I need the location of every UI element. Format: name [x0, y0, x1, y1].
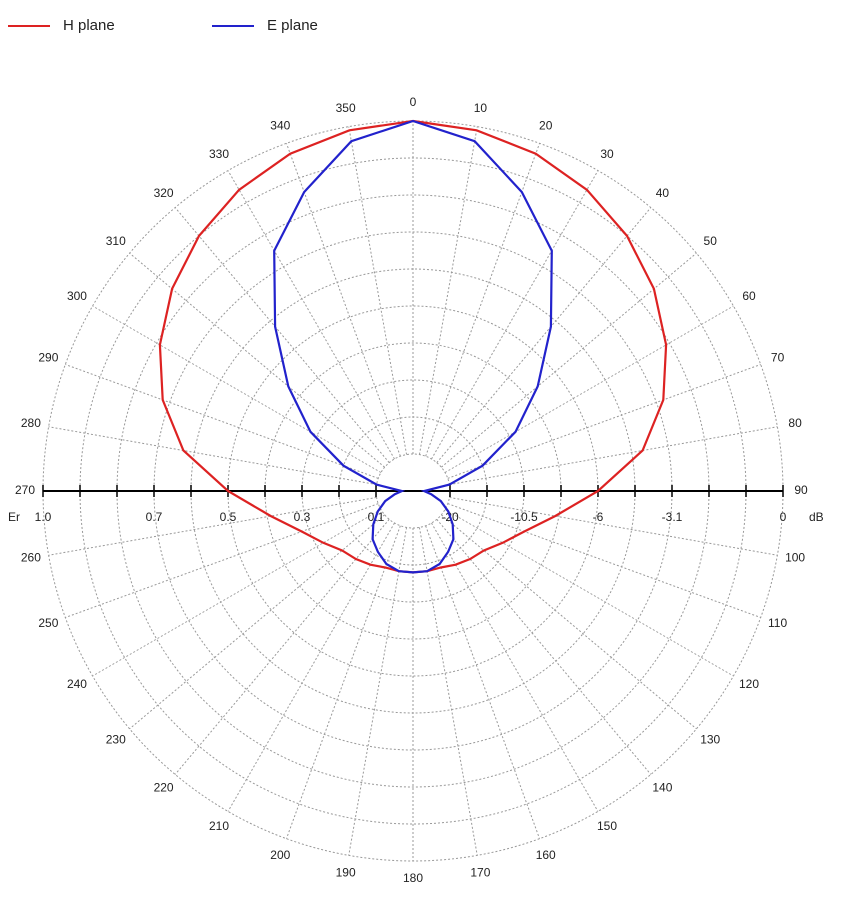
angle-label: 250: [38, 616, 58, 630]
pattern-line: [273, 119, 553, 574]
angle-label: 150: [597, 819, 617, 833]
angle-label: 220: [154, 780, 174, 794]
angle-label: 310: [106, 234, 126, 248]
er-label: 0.7: [146, 510, 163, 524]
angle-label: 120: [739, 677, 759, 691]
db-label: -10.5: [510, 510, 538, 524]
angle-label: 340: [270, 119, 290, 133]
radial-grid-line: [285, 525, 401, 839]
radial-grid-line: [447, 363, 761, 479]
radial-grid-line: [441, 252, 697, 468]
db-label: 0: [780, 510, 787, 524]
angle-label: 10: [474, 101, 488, 115]
radial-grid-line: [348, 527, 408, 856]
radial-grid-line: [425, 525, 541, 839]
angle-label: 330: [209, 147, 229, 161]
angle-label: 180: [403, 871, 423, 885]
angle-label: 200: [270, 848, 290, 862]
radial-grid-line: [449, 426, 778, 486]
radial-grid-line: [48, 426, 377, 486]
radial-grid-line: [441, 514, 697, 730]
angle-label: 280: [21, 416, 41, 430]
angle-label: 230: [106, 733, 126, 747]
angle-label: 110: [768, 616, 787, 630]
radial-grid-line: [65, 503, 379, 619]
legend-label: H plane: [63, 17, 115, 34]
db-unit: dB: [809, 510, 824, 524]
angle-label: 0: [410, 95, 417, 109]
angle-label: 70: [771, 350, 785, 364]
radial-grid-line: [348, 126, 408, 455]
radial-grid-line: [227, 522, 395, 812]
radial-grid-line: [425, 143, 541, 457]
angle-label: 210: [209, 819, 229, 833]
radial-grid-line: [418, 527, 478, 856]
radial-grid-line: [227, 170, 395, 460]
angle-label: 350: [336, 101, 356, 115]
radial-grid-line: [129, 514, 385, 730]
angle-label: 60: [742, 289, 756, 303]
angle-label: 20: [539, 119, 553, 133]
angle-label: 140: [652, 780, 672, 794]
radial-grid-line: [48, 496, 377, 556]
radial-grid-line: [449, 496, 778, 556]
angle-label: 320: [154, 186, 174, 200]
angle-label: 50: [704, 234, 718, 248]
er-label: 0.5: [220, 510, 237, 524]
db-label: -3.1: [662, 510, 683, 524]
angle-label: 270: [15, 483, 35, 497]
radial-grid-line: [436, 519, 652, 775]
radial-grid-line: [431, 522, 599, 812]
er-label: 0.3: [294, 510, 311, 524]
angle-label: 80: [788, 416, 802, 430]
radial-grid-line: [285, 143, 401, 457]
angle-label: 100: [785, 551, 805, 565]
legend-label: E plane: [267, 17, 318, 34]
radial-grid-line: [92, 509, 382, 677]
radial-grid-line: [92, 305, 382, 473]
radial-grid-line: [418, 126, 478, 455]
angle-label: 90: [794, 483, 808, 497]
angle-label: 290: [38, 350, 58, 364]
radial-grid-line: [174, 519, 390, 775]
angle-label: 130: [700, 733, 720, 747]
angle-label: 30: [600, 147, 614, 161]
er-unit: Er: [8, 510, 20, 524]
radial-grid-line: [447, 503, 761, 619]
angle-label: 160: [536, 848, 556, 862]
angle-label: 170: [470, 865, 490, 879]
angle-label: 300: [67, 289, 87, 303]
er-label: 1.0: [35, 510, 52, 524]
angle-label: 40: [656, 186, 670, 200]
angle-label: 190: [336, 865, 356, 879]
radial-grid-line: [174, 207, 390, 463]
radial-grid-line: [129, 252, 385, 468]
angle-label: 260: [21, 551, 41, 565]
radial-grid-line: [444, 305, 734, 473]
radial-grid-line: [436, 207, 652, 463]
radial-grid-line: [65, 363, 379, 479]
radial-grid-line: [444, 509, 734, 677]
angle-label: 240: [67, 677, 87, 691]
db-label: -6: [593, 510, 604, 524]
radial-grid-line: [431, 170, 599, 460]
